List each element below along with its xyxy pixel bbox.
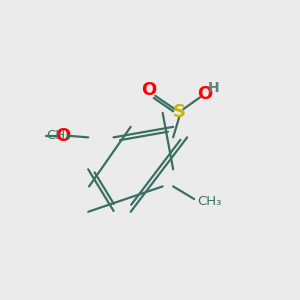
Text: O: O [141,81,156,99]
Text: O: O [197,85,212,103]
Text: H: H [208,81,220,95]
Text: S: S [172,103,186,121]
Text: CH₃: CH₃ [46,129,70,142]
Text: CH₃: CH₃ [197,195,221,208]
Text: O: O [55,127,70,145]
